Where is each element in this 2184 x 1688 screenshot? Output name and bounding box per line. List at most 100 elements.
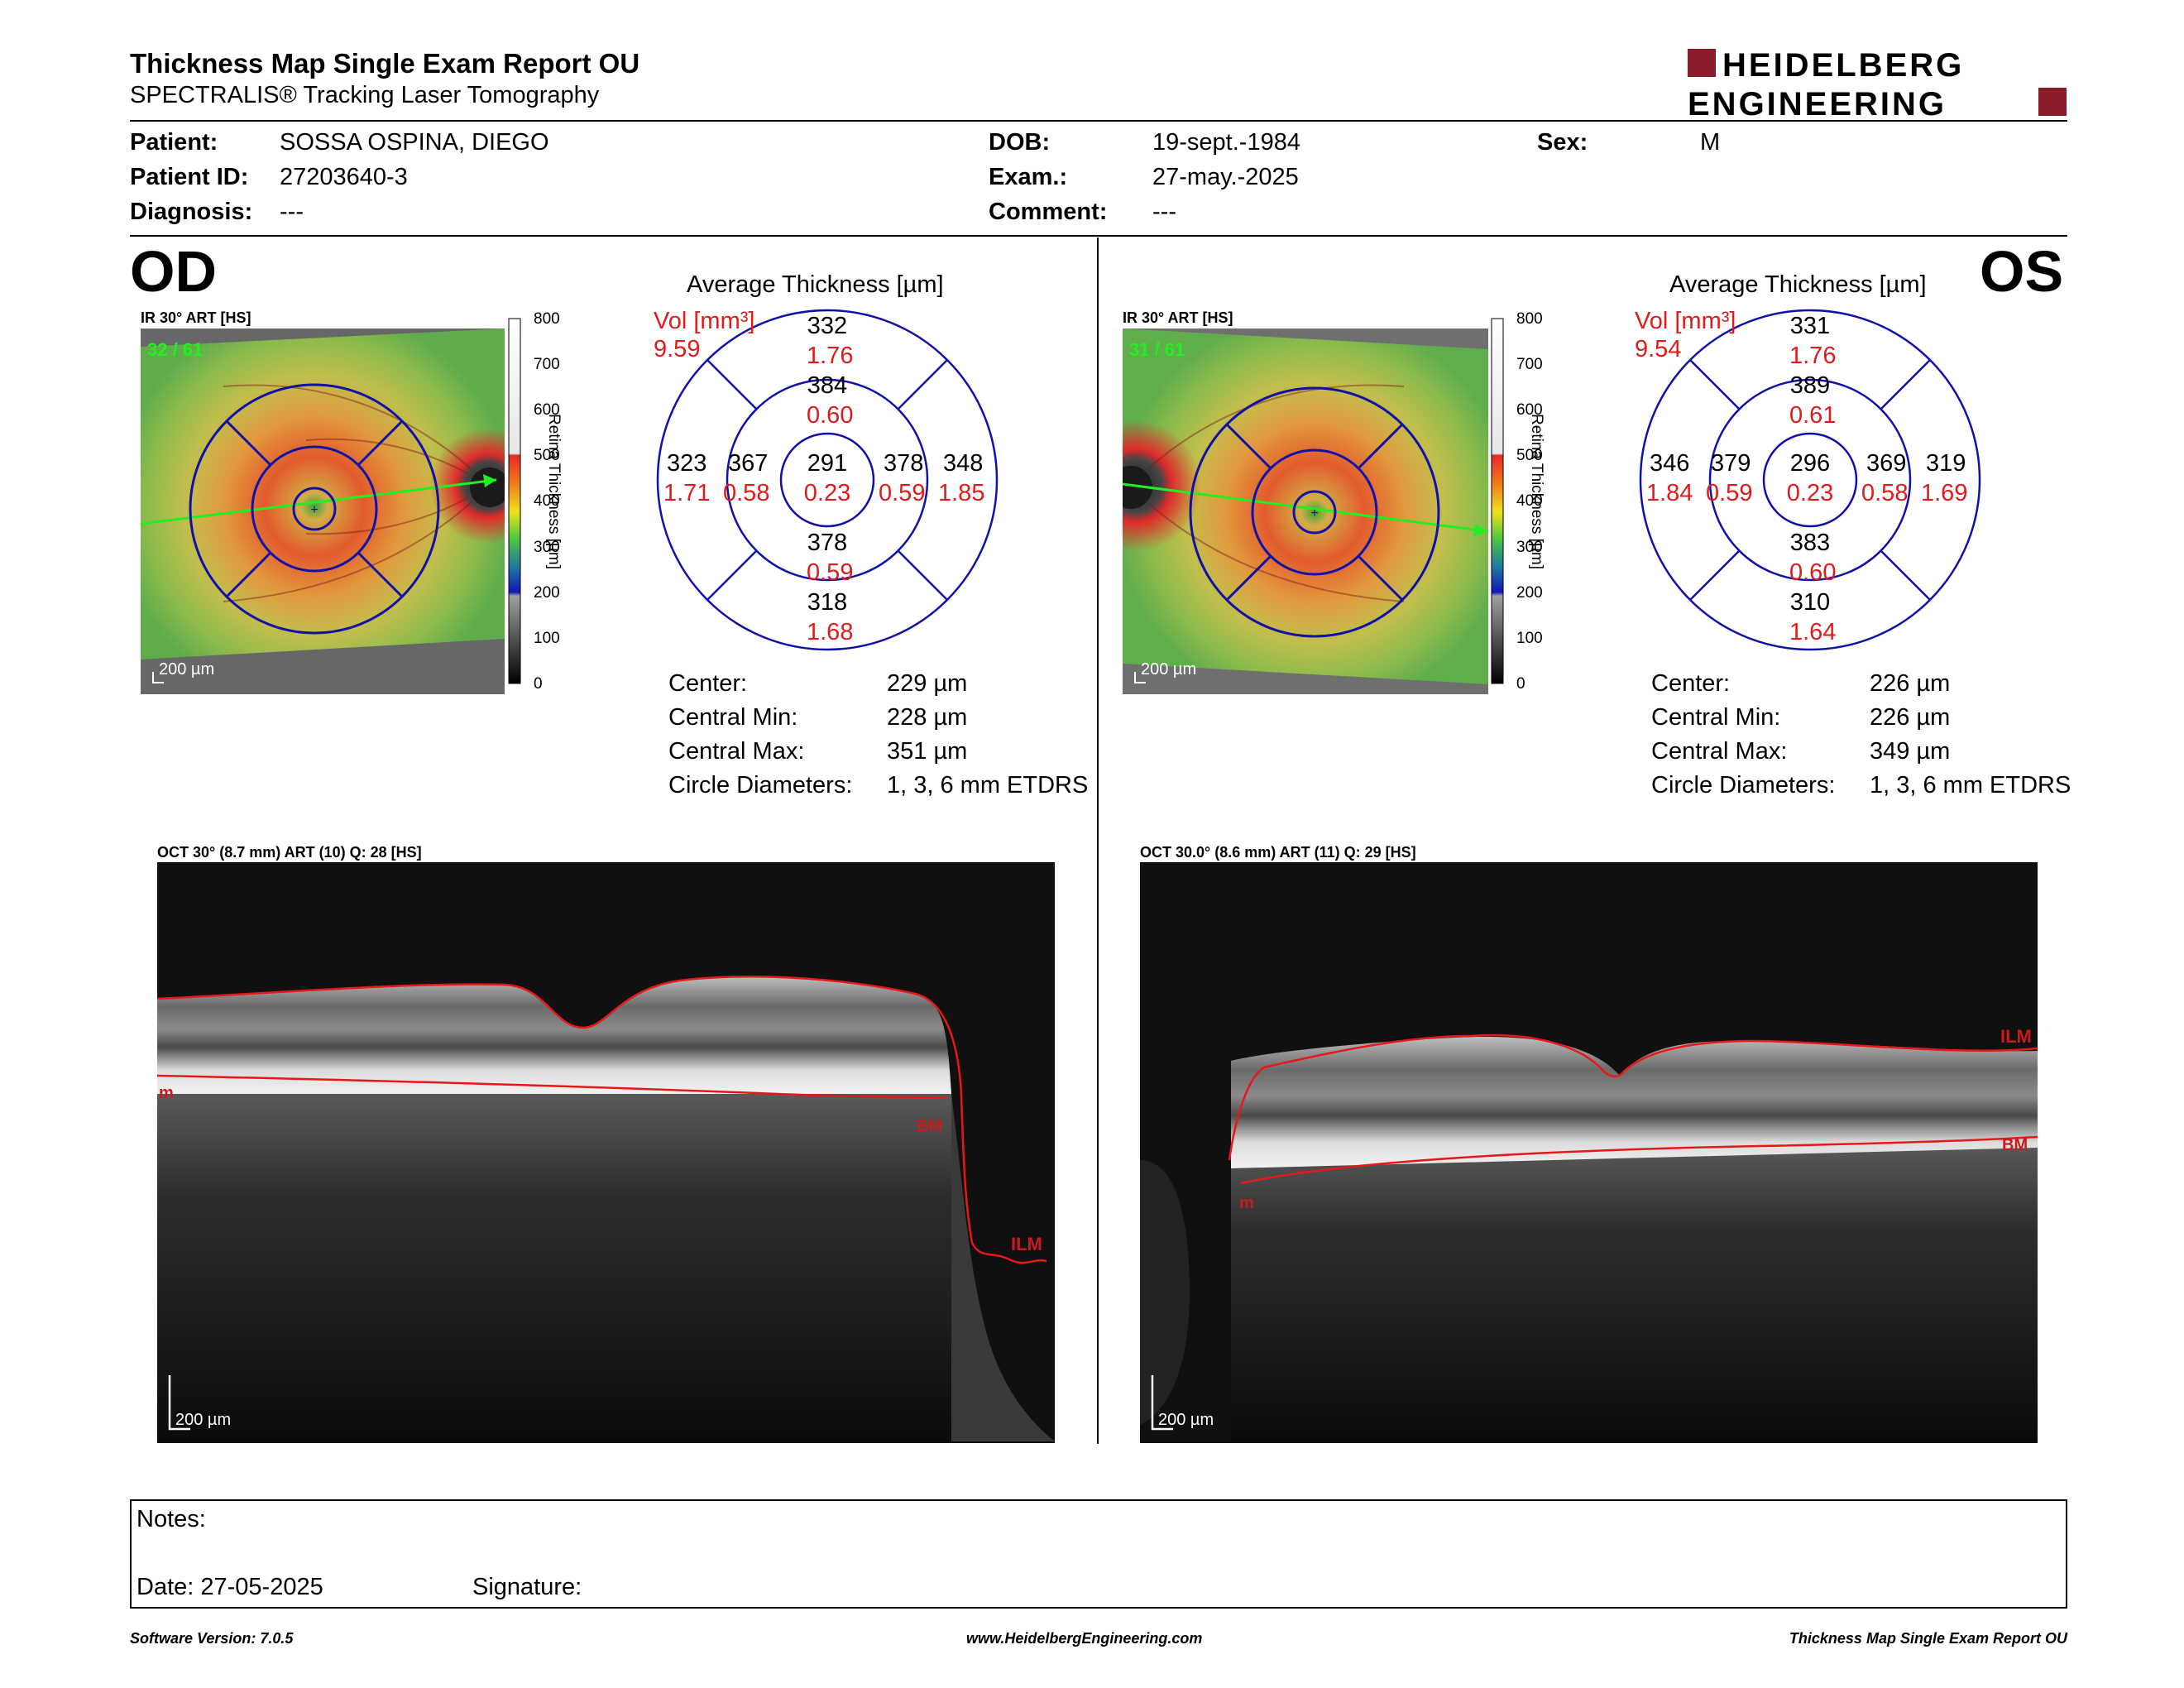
os-bm-line <box>1240 1135 2038 1185</box>
os-outer-right-volume: 1.69 <box>1921 480 1968 506</box>
os-stat-diam-label: Circle Diameters: <box>1651 772 1836 798</box>
logo-line2: ENGINEERING <box>1688 86 1947 120</box>
od-outer-top-thickness: 332 <box>807 313 848 339</box>
patient-label: Patient: <box>130 129 218 156</box>
exam-value: 27-may.-2025 <box>1152 164 1299 190</box>
os-stat-diam-value: 1, 3, 6 mm ETDRS <box>1870 772 2071 798</box>
os-inner-left-thickness: 379 <box>1711 450 1751 477</box>
os-outer-top-thickness: 331 <box>1789 313 1831 339</box>
os-colorbar-tick: 800 <box>1516 310 1543 328</box>
sex-label: Sex: <box>1537 129 1588 156</box>
od-stat-min-label: Central Min: <box>668 704 798 731</box>
sex-value: M <box>1700 129 1721 156</box>
os-inner-bottom-thickness: 383 <box>1789 530 1831 556</box>
os-colorbar-tick: 100 <box>1516 629 1543 647</box>
os-outer-bottom-volume: 1.64 <box>1789 619 1837 645</box>
od-stat-diam-value: 1, 3, 6 mm ETDRS <box>887 772 1089 798</box>
os-colorbar-tick: 0 <box>1516 674 1525 693</box>
os-stat-center-value: 226 µm <box>1870 670 1951 697</box>
od-inner-left-volume: 0.58 <box>723 480 770 506</box>
os-colorbar <box>1491 318 1504 684</box>
od-scale-label: 200 µm <box>159 660 214 679</box>
od-ir-label: IR 30° ART [HS] <box>141 309 251 326</box>
os-ir-counter: 31 / 61 <box>1129 339 1185 360</box>
od-oct-scale: 200 µm <box>175 1411 231 1429</box>
os-inner-bottom-volume: 0.60 <box>1789 559 1837 586</box>
svg-text:+: + <box>1310 506 1318 520</box>
os-stat-min-label: Central Min: <box>1651 704 1781 731</box>
od-stat-diam-label: Circle Diameters: <box>668 772 853 798</box>
od-bm-line <box>157 1074 948 1100</box>
os-scale-label: 200 µm <box>1141 660 1196 679</box>
exam-label: Exam.: <box>989 164 1068 190</box>
os-outer-left-volume: 1.84 <box>1646 480 1693 506</box>
os-inner-top-volume: 0.61 <box>1789 402 1837 429</box>
od-optic-disc <box>430 428 505 544</box>
os-oct-label: OCT 30.0° (8.6 mm) ART (11) Q: 29 [HS] <box>1140 844 1416 861</box>
os-oct-scale: 200 µm <box>1158 1411 1214 1429</box>
od-heatmap <box>141 328 505 659</box>
od-eye-label: OD <box>130 239 217 304</box>
os-etdrs-grid <box>1189 386 1440 638</box>
os-avg-title: Average Thickness [µm] <box>1669 271 1927 298</box>
os-colorbar-tick: 700 <box>1516 356 1543 374</box>
patient-id-value: 27203640-3 <box>280 164 408 190</box>
os-vol-value: 9.54 <box>1635 336 1682 362</box>
od-oct-bscan: m BM ILM 200 µm <box>157 862 1055 1443</box>
od-vol-value: 9.59 <box>654 336 701 362</box>
od-outer-left-volume: 1.71 <box>663 480 711 506</box>
os-ilm-line <box>1228 1033 2038 1161</box>
od-colorbar-tick: 0 <box>534 674 543 693</box>
od-inner-bottom-volume: 0.59 <box>807 559 854 586</box>
od-stat-min-value: 228 µm <box>887 704 968 731</box>
comment-value: --- <box>1152 199 1176 225</box>
os-colorbar-tick: 400 <box>1516 492 1543 511</box>
od-oct-ilm: ILM <box>1011 1234 1042 1254</box>
od-colorbar-tick: 800 <box>534 310 560 328</box>
od-inner-left-thickness: 367 <box>728 450 769 477</box>
od-stat-max-value: 351 µm <box>887 738 968 765</box>
patient-value: SOSSA OSPINA, DIEGO <box>280 129 549 156</box>
os-stat-max-value: 349 µm <box>1870 738 1951 765</box>
os-colorbar-tick: 300 <box>1516 538 1543 556</box>
os-ir-label: IR 30° ART [HS] <box>1123 309 1233 326</box>
od-outer-right-volume: 1.85 <box>938 480 985 506</box>
os-oct-bm: BM <box>2002 1136 2028 1154</box>
os-oct-ilm: ILM <box>2000 1026 2032 1047</box>
os-center-thickness: 296 <box>1789 450 1831 477</box>
od-outer-bottom-volume: 1.68 <box>807 619 854 645</box>
od-colorbar-tick: 100 <box>534 629 560 647</box>
od-colorbar-tick: 500 <box>534 447 560 465</box>
os-outer-right-thickness: 319 <box>1926 450 1966 477</box>
os-vol-label: Vol [mm³] <box>1635 308 1736 334</box>
os-etdrs-diagram <box>1639 309 1981 651</box>
od-outer-left-thickness: 323 <box>667 450 707 477</box>
od-oct-m: m <box>159 1084 174 1102</box>
od-inner-top-thickness: 384 <box>807 372 848 399</box>
od-inner-right-thickness: 378 <box>884 450 924 477</box>
od-colorbar-tick: 400 <box>534 492 560 511</box>
logo-square-top <box>1688 49 1716 77</box>
logo-square-bottom <box>2038 88 2067 116</box>
od-inner-top-volume: 0.60 <box>807 402 854 429</box>
notes-label: Notes: <box>136 1506 206 1532</box>
os-inner-right-thickness: 369 <box>1866 450 1907 477</box>
notes-box[interactable]: Notes: Date: 27-05-2025 Signature: <box>130 1499 2067 1609</box>
os-stat-center-label: Center: <box>1651 670 1731 697</box>
os-colorbar-tick: 600 <box>1516 401 1543 420</box>
os-inner-left-volume: 0.59 <box>1706 480 1753 506</box>
od-outer-bottom-thickness: 318 <box>807 589 848 616</box>
od-etdrs-diagram <box>656 309 999 651</box>
footer-website[interactable]: www.HeidelbergEngineering.com <box>966 1630 1203 1647</box>
footer-report: Thickness Map Single Exam Report OU <box>1789 1630 2067 1647</box>
od-stat-center-value: 229 µm <box>887 670 968 697</box>
patient-id-label: Patient ID: <box>130 164 249 190</box>
od-stat-center-label: Center: <box>668 670 748 697</box>
footer-software: Software Version: 7.0.5 <box>130 1630 294 1647</box>
od-colorbar <box>508 318 521 684</box>
diagnosis-label: Diagnosis: <box>130 199 253 225</box>
os-colorbar-tick: 200 <box>1516 583 1543 602</box>
od-outer-right-thickness: 348 <box>943 450 984 477</box>
od-avg-title: Average Thickness [µm] <box>687 271 944 298</box>
od-center-thickness: 291 <box>807 450 848 477</box>
